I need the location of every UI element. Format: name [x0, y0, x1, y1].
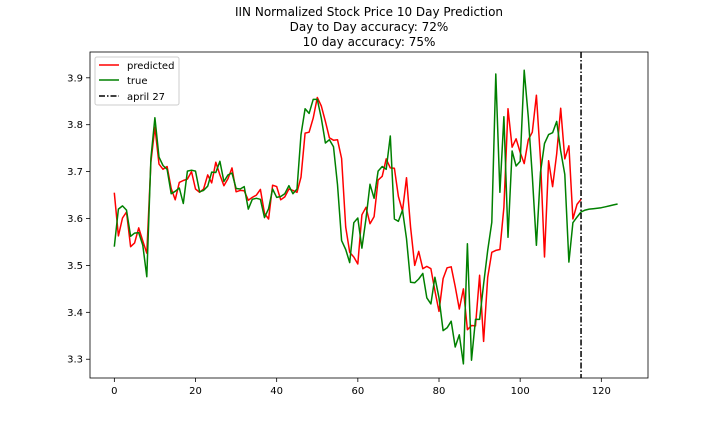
- x-tick-label: 40: [270, 386, 283, 397]
- y-axis-ticks: 3.3 3.4 3.5 3.6 3.7 3.8 3.9: [67, 73, 90, 366]
- legend-entry-true: true: [99, 76, 148, 87]
- title-line-1: IIN Normalized Stock Price 10 Day Predic…: [235, 5, 503, 19]
- x-tick-label: 120: [592, 386, 611, 397]
- legend-label-april-27: april 27: [127, 92, 165, 103]
- x-tick-label: 60: [351, 386, 364, 397]
- y-tick-label: 3.9: [67, 73, 83, 84]
- legend-entry-april-27: april 27: [99, 92, 165, 103]
- x-tick-label: 80: [433, 386, 446, 397]
- x-axis-ticks: 0 20 40 60 80 100 120: [111, 378, 611, 397]
- y-tick-label: 3.5: [67, 261, 83, 272]
- y-tick-label: 3.7: [67, 167, 83, 178]
- title-line-3: 10 day accuracy: 75%: [303, 35, 436, 49]
- legend-entry-predicted: predicted: [99, 61, 174, 72]
- series-line-predicted: [113, 94, 582, 343]
- y-tick-label: 3.3: [67, 355, 83, 366]
- y-tick-label: 3.4: [67, 308, 83, 319]
- x-tick-label: 20: [189, 386, 202, 397]
- plot-area: [113, 52, 618, 378]
- legend-box: [94, 56, 180, 106]
- series-line-true: [113, 69, 618, 365]
- y-tick-label: 3.6: [67, 214, 83, 225]
- legend-label-true: true: [127, 76, 148, 87]
- x-tick-label: 100: [511, 386, 530, 397]
- title-line-2: Day to Day accuracy: 72%: [290, 20, 449, 34]
- legend: predicted true april 27: [94, 56, 180, 106]
- legend-label-predicted: predicted: [127, 61, 174, 72]
- plot-frame: [89, 51, 649, 379]
- chart-title: IIN Normalized Stock Price 10 Day Predic…: [235, 5, 503, 49]
- x-tick-label: 0: [111, 386, 117, 397]
- y-tick-label: 3.8: [67, 120, 83, 131]
